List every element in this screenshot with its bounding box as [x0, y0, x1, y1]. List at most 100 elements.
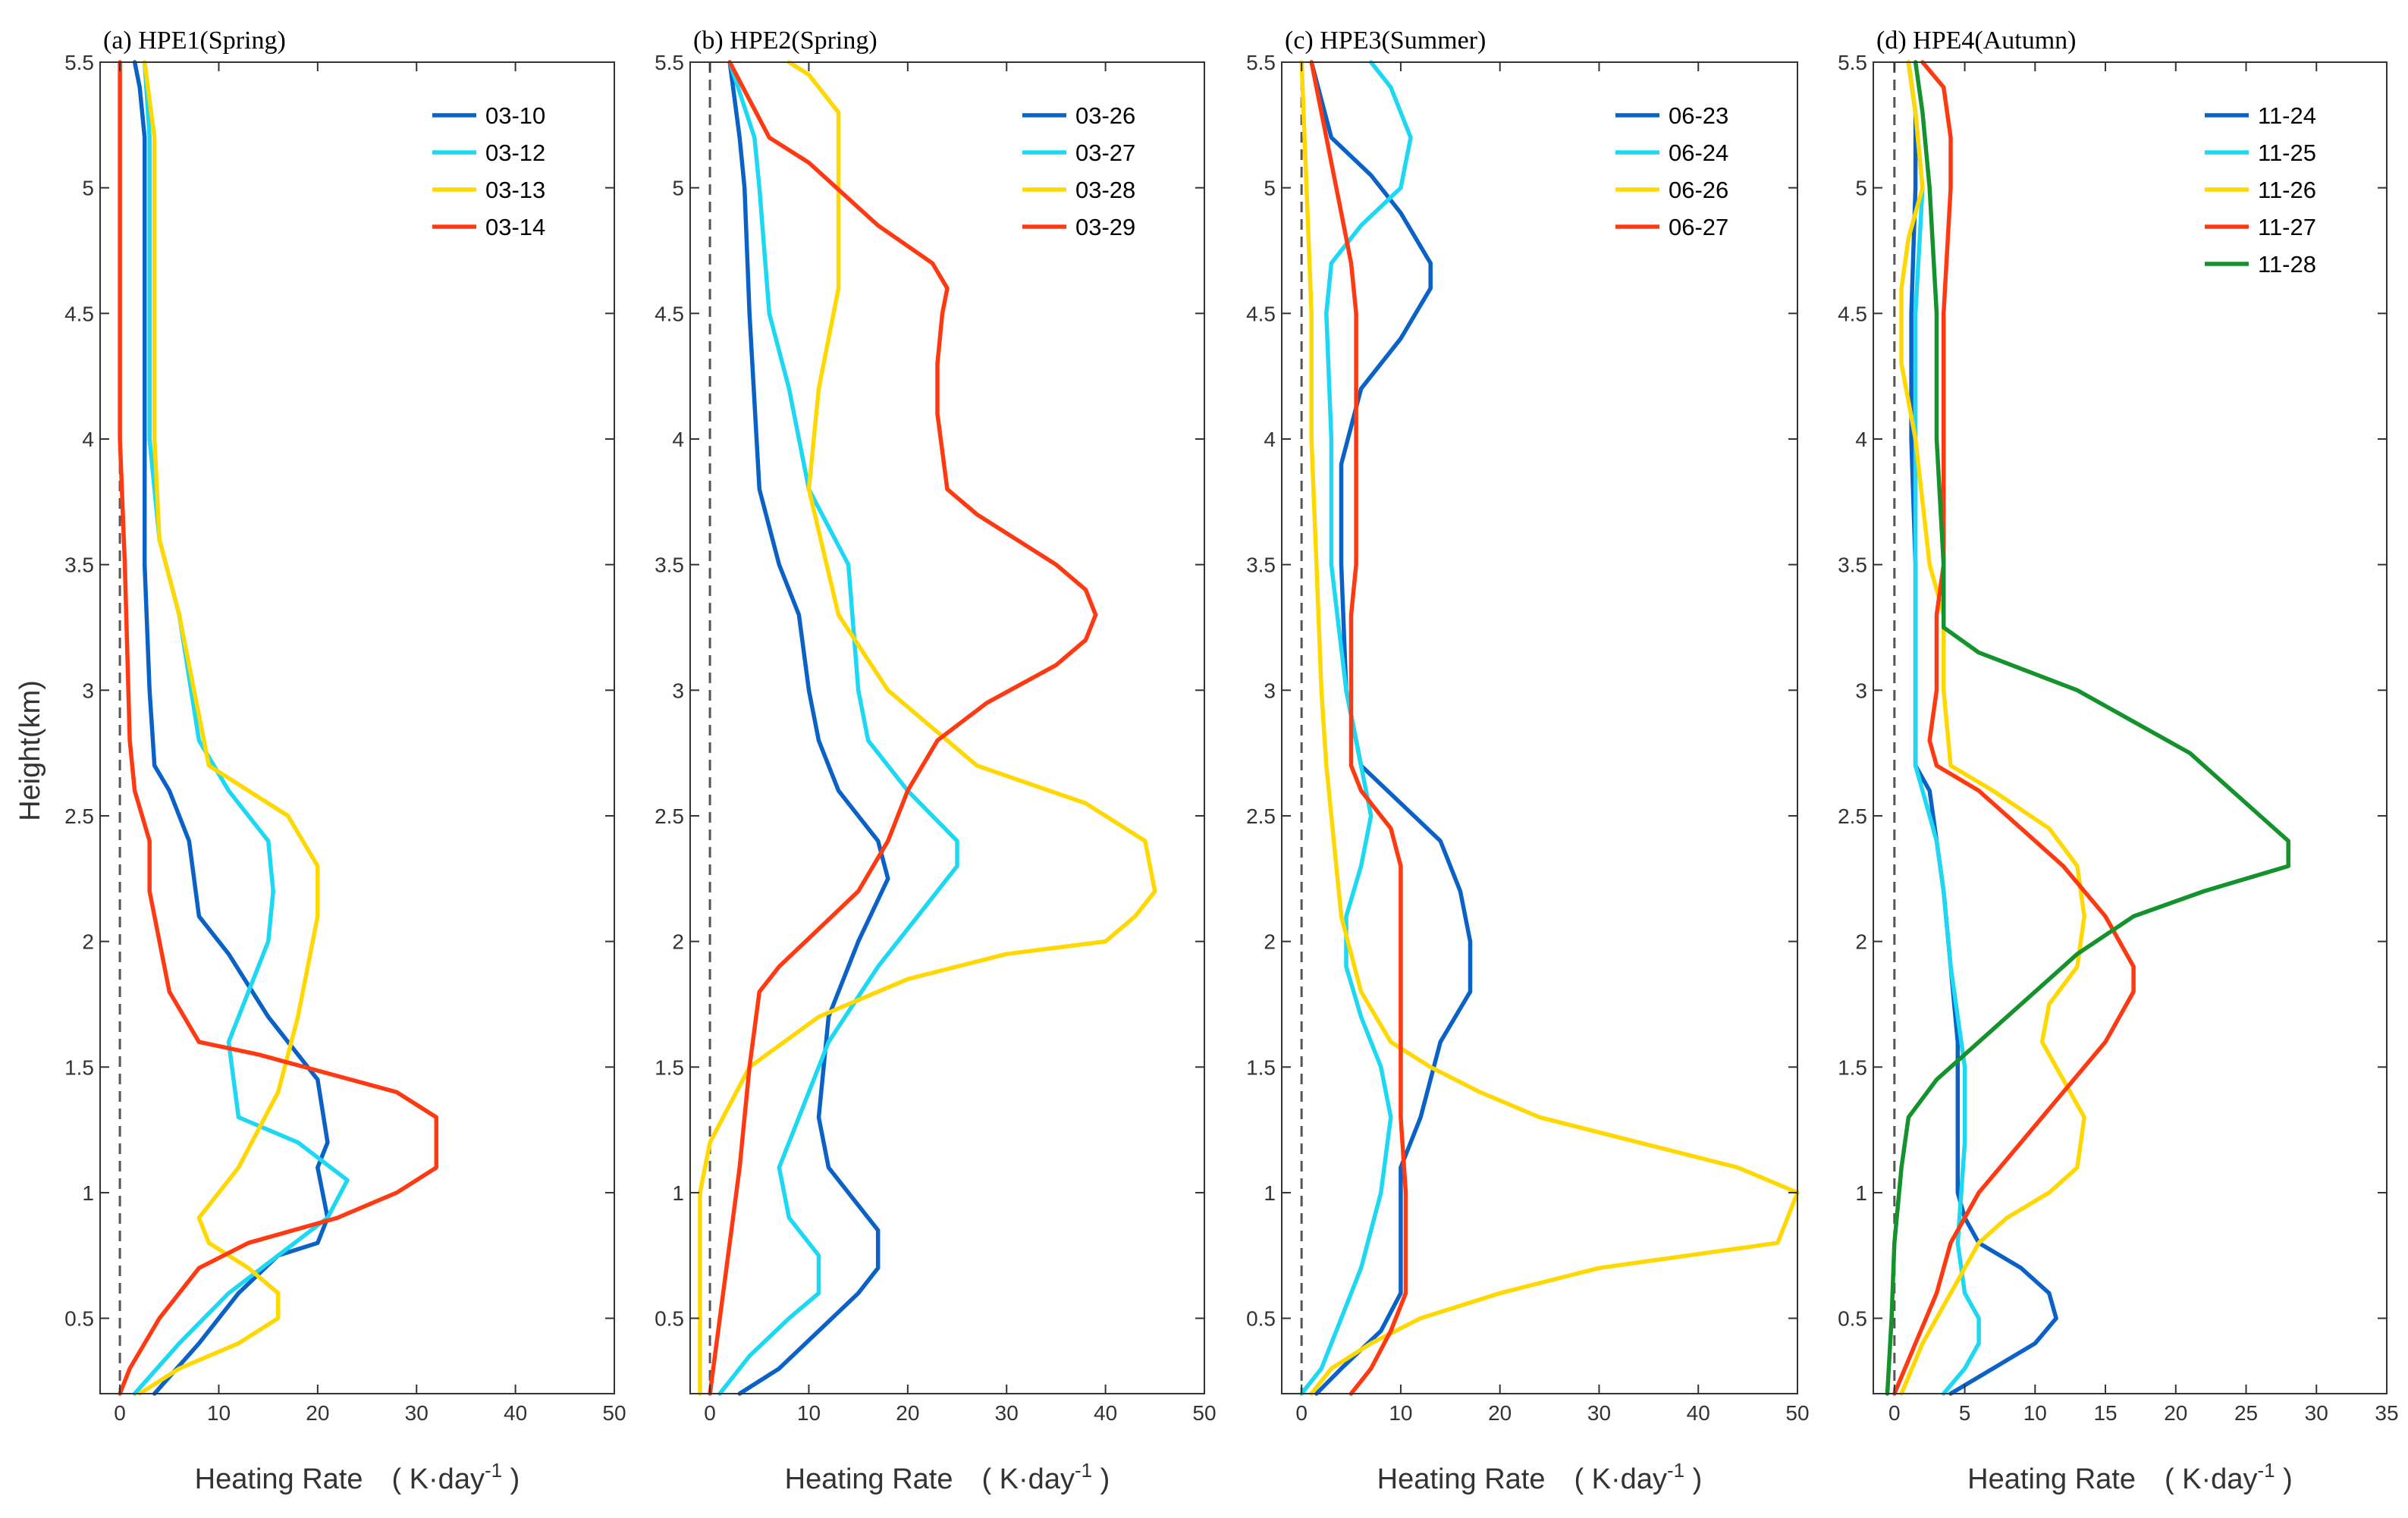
y-axis-label: Height(km) [14, 680, 46, 821]
x-axis-label: Heating Rate ( K·day-1 ) [785, 1459, 1110, 1495]
series-line-11-28 [1885, 60, 2290, 1396]
series-line-03-26 [727, 60, 890, 1396]
y-tick-label: 0.5 [1838, 1307, 1867, 1331]
series-line-06-26 [1299, 60, 1800, 1396]
y-tick-label: 3 [82, 679, 94, 702]
series-line-03-14 [118, 60, 439, 1396]
y-tick-label: 5.5 [655, 51, 684, 74]
x-axis-label: Heating Rate ( K·day-1 ) [1377, 1459, 1703, 1495]
x-tick-label: 50 [1785, 1401, 1809, 1425]
y-tick-label: 5 [82, 177, 94, 200]
x-tick-label: 40 [1687, 1401, 1710, 1425]
y-tick-label: 3 [1264, 679, 1276, 702]
y-tick-label: 0.5 [64, 1307, 94, 1331]
series-line-11-26 [1899, 60, 2086, 1396]
y-tick-label: 0.5 [655, 1307, 684, 1331]
legend-label-11-28: 11-28 [2258, 251, 2316, 278]
y-tick-label: 4 [672, 428, 684, 451]
panel-title: (c) HPE3(Summer) [1285, 27, 1486, 55]
series-line-03-10 [132, 60, 330, 1396]
y-tick-label: 3 [1855, 679, 1867, 702]
x-axis-label: Heating Rate ( K·day-1 ) [195, 1459, 520, 1495]
series-line-06-27 [1309, 60, 1408, 1396]
y-tick-label: 4.5 [64, 302, 94, 325]
x-tick-label: 50 [602, 1401, 626, 1425]
y-tick-label: 4 [1855, 428, 1867, 451]
y-tick-label: 5.5 [64, 51, 94, 74]
y-tick-label: 3.5 [1838, 554, 1867, 577]
y-tick-label: 1 [82, 1181, 94, 1205]
series-line-06-23 [1309, 60, 1473, 1396]
y-tick-label: 0.5 [1246, 1307, 1276, 1331]
legend-label-03-26: 03-26 [1075, 102, 1135, 129]
y-tick-label: 3.5 [1246, 554, 1276, 577]
x-tick-label: 0 [114, 1401, 126, 1425]
legend-label-06-27: 06-27 [1669, 214, 1728, 240]
axes-frame [1281, 61, 1798, 1394]
legend-label-03-10: 03-10 [485, 102, 545, 129]
series-line-03-29 [708, 60, 1098, 1396]
y-tick-label: 1.5 [1246, 1055, 1276, 1079]
y-tick-label: 4 [1264, 428, 1276, 451]
panel-title: (b) HPE2(Spring) [693, 27, 877, 55]
axes-frame [689, 61, 1205, 1394]
y-tick-label: 5 [672, 177, 684, 200]
x-tick-label: 30 [2305, 1401, 2328, 1425]
series-line-11-25 [1906, 60, 1981, 1396]
legend-label-11-25: 11-25 [2258, 140, 2316, 166]
y-tick-label: 1.5 [64, 1055, 94, 1079]
x-tick-label: 0 [1295, 1401, 1308, 1425]
x-tick-label: 20 [306, 1401, 329, 1425]
x-tick-label: 0 [704, 1401, 716, 1425]
y-tick-label: 1 [1264, 1181, 1276, 1205]
panel-title: (d) HPE4(Autumn) [1876, 27, 2076, 55]
y-tick-label: 2 [672, 930, 684, 954]
y-tick-label: 2.5 [1838, 804, 1867, 828]
legend-label-06-26: 06-26 [1669, 177, 1728, 203]
series-line-03-12 [132, 60, 350, 1396]
y-tick-label: 5.5 [1838, 51, 1867, 74]
y-tick-label: 5 [1855, 177, 1867, 200]
x-tick-label: 30 [1587, 1401, 1611, 1425]
y-tick-label: 1.5 [655, 1055, 684, 1079]
x-tick-label: 0 [1888, 1401, 1901, 1425]
y-tick-label: 2.5 [1246, 804, 1276, 828]
x-tick-label: 40 [504, 1401, 527, 1425]
x-tick-label: 10 [1389, 1401, 1412, 1425]
y-tick-label: 5.5 [1246, 51, 1276, 74]
axes-frame [1873, 61, 2388, 1394]
y-tick-label: 3 [672, 679, 684, 702]
x-tick-label: 25 [2234, 1401, 2258, 1425]
legend-label-03-27: 03-27 [1075, 140, 1135, 166]
y-tick-label: 2.5 [655, 804, 684, 828]
series-line-03-13 [137, 60, 320, 1396]
panel-d: (d) HPE4(Autumn)0 5 10 15 20 25 30 350.511.522.… [1838, 27, 2399, 1495]
y-tick-label: 2.5 [64, 804, 94, 828]
y-tick-label: 5 [1264, 177, 1276, 200]
panel-title: (a) HPE1(Spring) [103, 27, 286, 55]
x-tick-label: 30 [995, 1401, 1019, 1425]
y-tick-label: 1 [1855, 1181, 1867, 1205]
legend-label-06-24: 06-24 [1669, 140, 1728, 166]
y-tick-label: 4 [82, 428, 94, 451]
legend-label-03-12: 03-12 [485, 140, 545, 166]
x-tick-label: 10 [2023, 1401, 2047, 1425]
y-tick-label: 4.5 [655, 302, 684, 325]
y-tick-label: 4.5 [1246, 302, 1276, 325]
x-tick-label: 20 [1488, 1401, 1512, 1425]
y-tick-label: 2 [1264, 930, 1276, 954]
x-tick-label: 50 [1192, 1401, 1216, 1425]
legend-label-11-26: 11-26 [2258, 177, 2316, 203]
x-tick-label: 10 [207, 1401, 231, 1425]
series-line-03-28 [698, 60, 1157, 1396]
legend-label-03-28: 03-28 [1075, 177, 1135, 203]
series-line-03-27 [717, 60, 959, 1396]
x-tick-label: 20 [2164, 1401, 2187, 1425]
legend-label-03-14: 03-14 [485, 214, 545, 240]
axes-frame [99, 61, 615, 1394]
x-tick-label: 35 [2375, 1401, 2398, 1425]
panel-b: (b) HPE2(Spring) 0 10 20 30 40 50 0.5 1 1.5 2 2.5 3 3… [655, 27, 1217, 1495]
y-tick-label: 2 [1855, 930, 1867, 954]
x-tick-label: 10 [797, 1401, 821, 1425]
